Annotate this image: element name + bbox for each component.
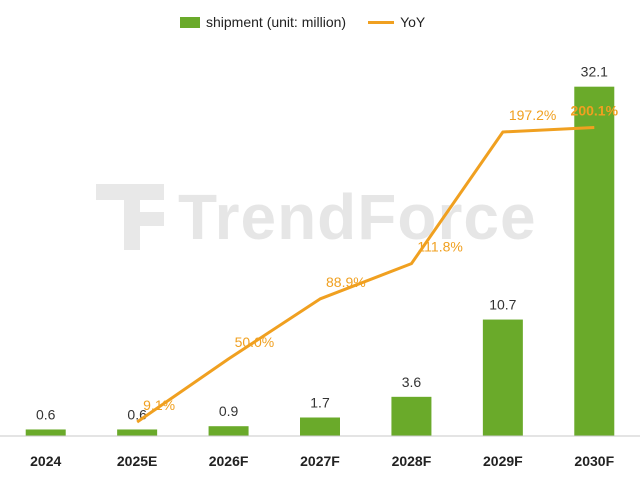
x-tick-label: 2029F: [483, 453, 523, 469]
yoy-value-label: 200.1%: [571, 103, 619, 119]
bar-value-label: 3.6: [402, 374, 422, 390]
legend-swatch-bar: [180, 16, 200, 28]
yoy-value-label: 197.2%: [509, 107, 556, 123]
bar-value-label: 0.9: [219, 403, 239, 419]
legend-item-shipment: shipment (unit: million): [180, 14, 346, 30]
x-tick-label: 2026F: [209, 453, 249, 469]
legend-swatch-line: [368, 20, 395, 24]
bar: [25, 429, 66, 436]
yoy-value-label: 88.9%: [326, 274, 366, 290]
bar: [300, 417, 340, 436]
bar-value-label: 10.7: [489, 297, 516, 313]
yoy-line: [136, 126, 595, 424]
bar-value-label: 32.1: [581, 64, 608, 80]
legend-label-shipment: shipment (unit: million): [206, 14, 347, 30]
bar: [117, 429, 158, 436]
legend-label-yoy: YoY: [400, 14, 426, 30]
legend-item-yoy: YoY: [368, 14, 425, 30]
watermark: TrendForce: [96, 180, 537, 254]
legend: shipment (unit: million) YoY: [180, 14, 447, 30]
x-tick-label: 2025E: [117, 453, 157, 469]
bar-value-label: 0.6: [36, 406, 56, 422]
bar: [391, 396, 432, 436]
bar-value-label: 1.7: [310, 395, 330, 411]
x-tick-label: 2030F: [574, 453, 614, 469]
x-tick-label: 2028F: [392, 453, 432, 469]
yoy-value-label: 50.0%: [235, 334, 275, 350]
bar: [482, 319, 523, 436]
yoy-value-label: 9.1%: [143, 397, 175, 413]
bar: [208, 426, 249, 436]
yoy-value-label: 111.8%: [417, 239, 462, 255]
x-tick-label: 2024: [30, 453, 61, 469]
x-tick-label: 2027F: [300, 453, 340, 469]
watermark-text: TrendForce: [178, 181, 537, 253]
bar: [574, 86, 615, 437]
watermark-logo: [96, 184, 164, 250]
